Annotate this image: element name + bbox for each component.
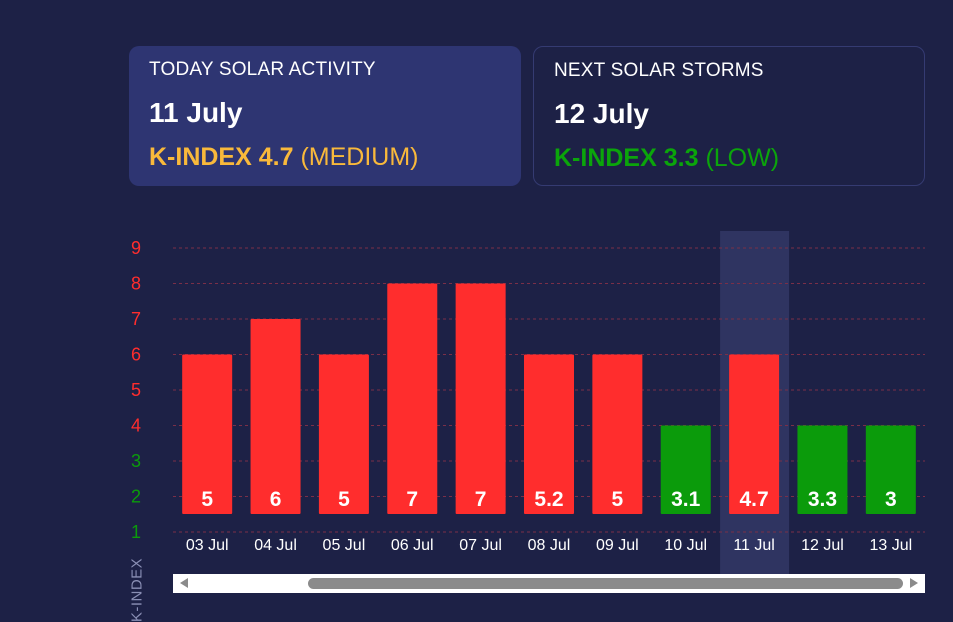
x-tick-label: 08 Jul: [528, 537, 571, 554]
next-storms-card: NEXT SOLAR STORMS 12 July K-INDEX 3.3 (L…: [533, 46, 925, 186]
bar-value-label: 5.2: [534, 488, 563, 511]
x-tick-label: 07 Jul: [459, 537, 502, 554]
bar: [250, 319, 301, 514]
today-heading: TODAY SOLAR ACTIVITY: [149, 59, 376, 80]
bar-value-label: 4.7: [739, 488, 768, 511]
y-tick-label: 5: [131, 380, 141, 400]
bar-value-label: 3.3: [808, 488, 837, 511]
bar-value-label: 5: [201, 488, 213, 511]
y-tick-label: 9: [131, 238, 141, 258]
bar: [592, 354, 643, 514]
today-activity-card: TODAY SOLAR ACTIVITY 11 July K-INDEX 4.7…: [129, 46, 521, 186]
x-tick-label: 10 Jul: [664, 537, 707, 554]
next-heading: NEXT SOLAR STORMS: [554, 60, 764, 81]
scroll-right-arrow-icon[interactable]: [910, 578, 918, 588]
y-tick-label: 2: [131, 487, 141, 507]
bar: [524, 354, 574, 514]
bar: [729, 354, 780, 514]
bar-value-label: 7: [406, 488, 418, 511]
x-tick-label: 11 Jul: [733, 537, 775, 554]
y-tick-label: 8: [131, 274, 141, 294]
next-index: K-INDEX 3.3 (LOW): [554, 143, 904, 173]
x-tick-label: 09 Jul: [596, 537, 639, 554]
next-date: 12 July: [554, 98, 649, 129]
x-tick-label: 05 Jul: [323, 537, 366, 554]
y-tick-label: 3: [131, 451, 141, 471]
y-axis-label: K-INDEX: [128, 557, 146, 622]
x-tick-label: 03 Jul: [186, 537, 229, 554]
today-index-value: K-INDEX 4.7: [149, 143, 294, 171]
bar-value-label: 3: [885, 488, 897, 511]
y-tick-label: 6: [131, 345, 141, 365]
chart-scrollbar[interactable]: [173, 574, 925, 593]
bar: [318, 354, 369, 514]
bar: [455, 283, 506, 514]
today-index-level: (MEDIUM): [300, 143, 419, 171]
next-index-level: (LOW): [705, 144, 780, 172]
scrollbar-thumb[interactable]: [308, 578, 903, 589]
today-date: 11 July: [149, 97, 243, 128]
bar-value-label: 3.1: [671, 488, 701, 511]
y-tick-label: 1: [131, 522, 141, 542]
bar: [387, 283, 438, 514]
bar-value-label: 5: [612, 488, 624, 511]
bar: [797, 425, 848, 514]
y-tick-label: 4: [131, 416, 141, 436]
x-tick-label: 13 Jul: [869, 537, 912, 554]
y-tick-label: 7: [131, 309, 141, 329]
bar-value-label: 5: [338, 488, 350, 511]
bar-value-label: 7: [475, 488, 487, 511]
bar-value-label: 6: [270, 488, 282, 511]
today-index: K-INDEX 4.7 (MEDIUM): [149, 142, 501, 172]
x-tick-label: 04 Jul: [254, 537, 297, 554]
next-index-value: K-INDEX 3.3: [554, 144, 699, 172]
bar: [865, 425, 916, 514]
scroll-left-arrow-icon[interactable]: [180, 578, 188, 588]
x-tick-label: 06 Jul: [391, 537, 434, 554]
bar: [660, 425, 711, 514]
x-tick-label: 12 Jul: [801, 537, 844, 554]
bar: [182, 354, 233, 514]
